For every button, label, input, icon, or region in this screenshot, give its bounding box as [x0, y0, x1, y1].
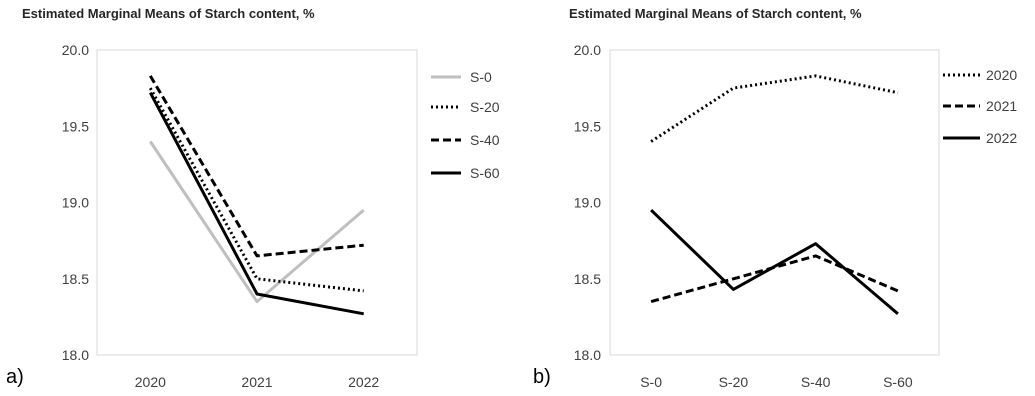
x-tick-label: S-20 [719, 374, 749, 390]
y-tick-label: 18.0 [574, 347, 601, 363]
legend-label: S-20 [470, 99, 500, 115]
x-tick-label: 2022 [348, 374, 379, 390]
x-tick-label: 2020 [135, 374, 166, 390]
series-line-2022 [650, 209, 899, 315]
plot-area-border [96, 49, 418, 356]
legend-label: S-0 [470, 69, 492, 85]
y-tick-label: 20.0 [574, 42, 601, 58]
y-tick-label: 19.5 [62, 118, 89, 134]
x-tick-label: S-0 [640, 374, 662, 390]
legend-label: 2022 [986, 130, 1017, 146]
chart-a-title: Estimated Marginal Means of Starch conte… [22, 6, 315, 21]
series-line-S-40 [149, 75, 364, 258]
chart-b-panel-label: b) [533, 366, 551, 388]
chart-a-panel-label: a) [6, 366, 24, 388]
legend-label: 2021 [986, 98, 1017, 114]
series-line-S-20 [148, 87, 364, 293]
x-tick-label: S-60 [883, 374, 913, 390]
series-line-2021 [650, 254, 899, 304]
y-tick-label: 18.5 [574, 271, 601, 287]
x-tick-label: 2021 [241, 374, 272, 390]
chart-b-title: Estimated Marginal Means of Starch conte… [569, 6, 862, 21]
y-tick-label: 20.0 [62, 42, 89, 58]
chart-1-group: 18.0 18.5 19.0 19.5 20.0 S-0 S-20 S-40 S-60 2020 2… [574, 42, 1018, 390]
legend-label: S-60 [470, 165, 500, 181]
y-tick-label: 18.0 [62, 347, 89, 363]
y-tick-label: 19.0 [62, 195, 89, 211]
series-line-2020 [650, 74, 899, 143]
y-tick-label: 19.5 [574, 118, 601, 134]
series-line-S-0 [149, 140, 365, 304]
y-tick-label: 18.5 [62, 271, 89, 287]
y-tick-label: 19.0 [574, 195, 601, 211]
legend-label: 2020 [986, 67, 1017, 83]
chart-0-group: 18.0 18.5 19.0 19.5 20.0 2020 2021 2022 S-0 S-20 S… [62, 42, 500, 390]
series-line-S-60 [148, 91, 364, 316]
plot-area-border [609, 49, 940, 356]
legend-label: S-40 [470, 132, 500, 148]
x-tick-label: S-40 [801, 374, 831, 390]
